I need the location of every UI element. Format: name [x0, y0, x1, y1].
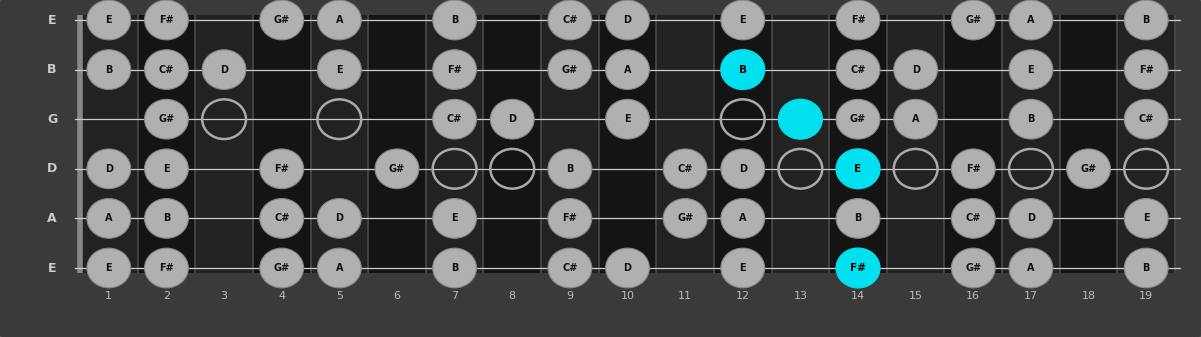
Ellipse shape [144, 198, 189, 238]
Bar [598, 15, 656, 273]
Text: 8: 8 [509, 291, 515, 301]
Ellipse shape [548, 248, 592, 288]
Ellipse shape [1124, 248, 1169, 288]
Bar [80, 15, 1175, 273]
Ellipse shape [202, 50, 246, 89]
Ellipse shape [836, 99, 880, 139]
Ellipse shape [432, 248, 477, 288]
Ellipse shape [1124, 198, 1169, 238]
Ellipse shape [778, 99, 823, 139]
Text: E: E [163, 164, 169, 174]
Ellipse shape [86, 248, 131, 288]
Ellipse shape [1009, 0, 1053, 40]
Ellipse shape [1009, 99, 1053, 139]
Ellipse shape [605, 248, 650, 288]
Text: D: D [220, 65, 228, 74]
Bar [1059, 15, 1117, 273]
Text: D: D [508, 114, 516, 124]
Text: 5: 5 [336, 291, 342, 301]
Text: D: D [623, 15, 632, 25]
Bar [713, 15, 771, 273]
Text: B: B [163, 213, 171, 223]
Text: G#: G# [966, 263, 981, 273]
Text: E: E [106, 263, 112, 273]
Text: A: A [1027, 15, 1035, 25]
Ellipse shape [1009, 198, 1053, 238]
Ellipse shape [1009, 248, 1053, 288]
Text: B: B [106, 65, 113, 74]
Text: A: A [623, 65, 632, 74]
Ellipse shape [432, 198, 477, 238]
Text: 15: 15 [909, 291, 922, 301]
Ellipse shape [432, 50, 477, 89]
Bar [944, 15, 1002, 273]
Ellipse shape [375, 149, 419, 189]
Ellipse shape [894, 99, 938, 139]
Text: C#: C# [562, 263, 578, 273]
Text: A: A [335, 15, 343, 25]
Text: 9: 9 [567, 291, 573, 301]
Ellipse shape [836, 50, 880, 89]
Ellipse shape [548, 149, 592, 189]
Text: E: E [1028, 65, 1034, 74]
Text: B: B [47, 63, 56, 76]
Text: A: A [335, 263, 343, 273]
Text: G#: G# [677, 213, 693, 223]
Text: B: B [1142, 15, 1149, 25]
Text: F#: F# [850, 263, 866, 273]
Ellipse shape [721, 50, 765, 89]
Text: 10: 10 [621, 291, 634, 301]
Text: B: B [854, 213, 861, 223]
Text: C#: C# [850, 65, 866, 74]
Ellipse shape [1124, 0, 1169, 40]
Ellipse shape [86, 149, 131, 189]
Text: F#: F# [447, 65, 462, 74]
Ellipse shape [548, 50, 592, 89]
Bar [426, 15, 484, 273]
Text: B: B [450, 263, 459, 273]
Text: F#: F# [274, 164, 289, 174]
Text: E: E [48, 262, 56, 275]
Text: F#: F# [159, 15, 174, 25]
Text: 4: 4 [279, 291, 286, 301]
Text: C#: C# [447, 114, 462, 124]
Bar [771, 15, 829, 273]
Ellipse shape [317, 0, 362, 40]
Text: B: B [739, 65, 747, 74]
Text: G#: G# [389, 164, 405, 174]
Text: 16: 16 [967, 291, 980, 301]
Ellipse shape [144, 50, 189, 89]
Bar [369, 15, 426, 273]
Text: B: B [1142, 263, 1149, 273]
Ellipse shape [663, 198, 707, 238]
Ellipse shape [894, 50, 938, 89]
Bar [1002, 15, 1059, 273]
Text: 17: 17 [1024, 291, 1038, 301]
Ellipse shape [951, 248, 996, 288]
Text: D: D [739, 164, 747, 174]
Text: 12: 12 [736, 291, 749, 301]
Text: E: E [106, 15, 112, 25]
Ellipse shape [605, 0, 650, 40]
Text: D: D [1027, 213, 1035, 223]
Bar [542, 15, 598, 273]
Ellipse shape [1124, 50, 1169, 89]
Text: 1: 1 [106, 291, 113, 301]
Ellipse shape [605, 99, 650, 139]
Text: E: E [740, 15, 746, 25]
Text: F#: F# [1139, 65, 1153, 74]
Text: C#: C# [274, 213, 289, 223]
Text: 3: 3 [221, 291, 227, 301]
Ellipse shape [1124, 99, 1169, 139]
Text: 18: 18 [1081, 291, 1095, 301]
Ellipse shape [548, 198, 592, 238]
Ellipse shape [317, 50, 362, 89]
Text: D: D [335, 213, 343, 223]
Ellipse shape [259, 0, 304, 40]
Text: 13: 13 [794, 291, 807, 301]
Ellipse shape [836, 198, 880, 238]
Ellipse shape [86, 50, 131, 89]
Ellipse shape [721, 149, 765, 189]
Text: 11: 11 [679, 291, 692, 301]
